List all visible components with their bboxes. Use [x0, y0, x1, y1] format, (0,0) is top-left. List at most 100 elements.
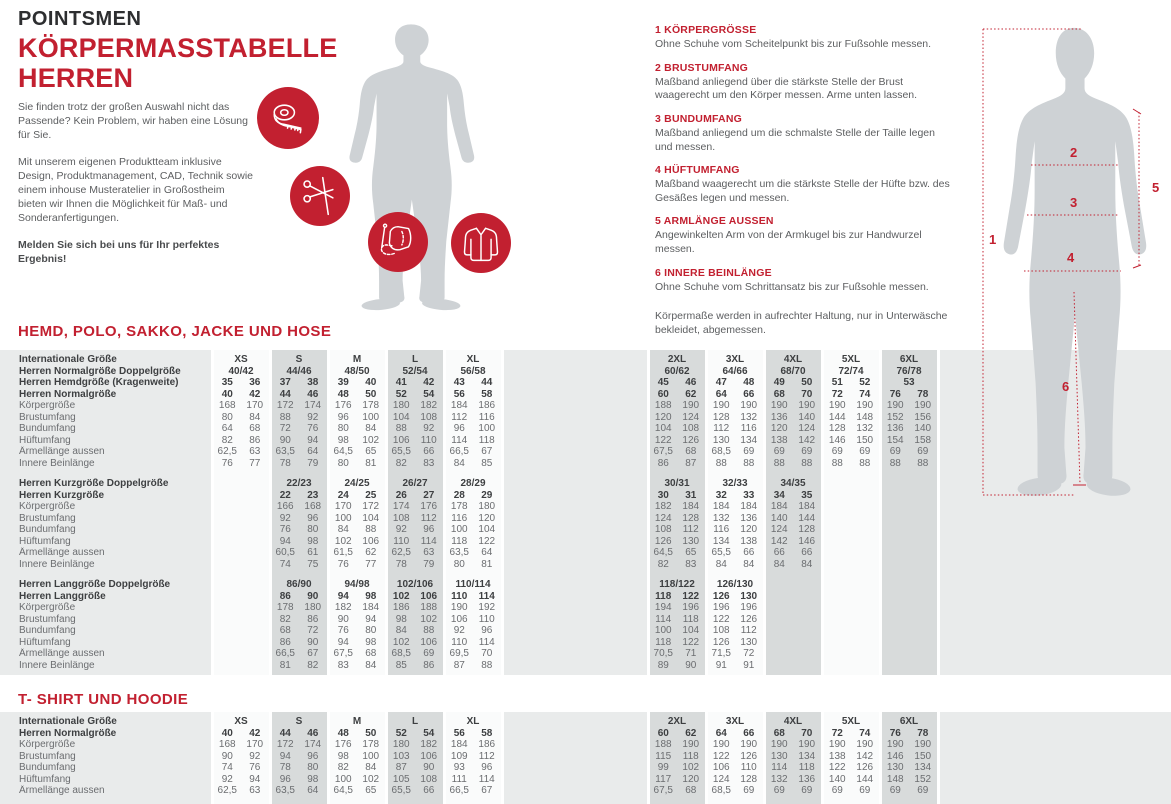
table-cell: 138 — [820, 750, 851, 762]
table-cell — [241, 636, 270, 648]
table-cell: 67,5 — [646, 785, 677, 797]
row-label: Ärmellänge aussen — [0, 547, 212, 559]
table-cell — [473, 570, 502, 579]
table-cell: 124 — [793, 423, 822, 435]
table-cell — [793, 613, 822, 625]
table-cell: 50 — [357, 727, 386, 739]
table-cell — [241, 558, 270, 570]
table-cell: 40 — [210, 727, 241, 739]
table-cell: 66 — [793, 547, 822, 559]
table-cell: 98 — [357, 590, 386, 602]
table-cell: 96 — [473, 625, 502, 637]
table-cell — [326, 350, 357, 354]
table-row: Ärmellänge aussen 62,5 63 63,5 64 64,5 65 65,5 6… — [0, 785, 1171, 797]
table-cell — [762, 590, 793, 602]
table-cell — [415, 469, 444, 478]
table-cell: 86 — [241, 434, 270, 446]
table-cell — [500, 457, 648, 469]
table-cell: 34 — [762, 489, 793, 501]
table-cell: 90 — [299, 590, 328, 602]
table-cell: 178 — [268, 602, 299, 614]
table-cell — [357, 800, 386, 804]
table-cell: 99 — [646, 762, 677, 774]
table-cell: 69 — [793, 446, 822, 458]
table-cell — [936, 501, 1171, 513]
table-cell: 124 — [762, 524, 793, 536]
table-cell: 190 — [677, 400, 706, 412]
table-cell: 60 — [646, 727, 677, 739]
table-cell: 50 — [793, 377, 822, 389]
table-cell — [500, 602, 648, 614]
table-row: Körpergröße 166 168 170 172 174 176 178 180 182 18… — [0, 501, 1171, 513]
table-cell — [210, 501, 241, 513]
table-cell: 190 — [820, 400, 851, 412]
table-cell — [500, 446, 648, 458]
table-cell — [735, 671, 764, 675]
table-cell — [677, 671, 706, 675]
table-cell — [210, 579, 270, 591]
table-cell: 184 — [442, 400, 473, 412]
table-cell — [820, 547, 851, 559]
table-cell: 108 — [415, 411, 444, 423]
table-cell: 67 — [299, 648, 328, 660]
row-label: Innere Beinlänge — [0, 659, 212, 671]
table-cell: 178 — [357, 739, 386, 751]
row-label: Herren Hemdgröße (Kragenweite) — [0, 377, 212, 389]
table-cell — [820, 570, 851, 579]
table-cell — [326, 800, 357, 804]
table-cell: 178 — [442, 501, 473, 513]
table-cell — [677, 800, 706, 804]
table-cell: 148 — [878, 773, 909, 785]
table-cell: 72 — [268, 423, 299, 435]
table-cell — [878, 659, 909, 671]
table-cell — [793, 800, 822, 804]
table-cell — [210, 800, 241, 804]
table-cell: 146 — [820, 434, 851, 446]
table-cell: 158 — [909, 434, 938, 446]
table-cell — [851, 625, 880, 637]
table-cell: 80 — [326, 457, 357, 469]
table-cell: 26 — [384, 489, 415, 501]
table-cell: 46 — [299, 388, 328, 400]
table-cell: 84 — [704, 558, 735, 570]
table-cell: 112 — [677, 524, 706, 536]
table-cell — [473, 671, 502, 675]
table-cell: 88 — [357, 524, 386, 536]
table-cell: 156 — [909, 411, 938, 423]
table-cell: 124 — [677, 411, 706, 423]
table-cell: 46 — [677, 377, 706, 389]
table-cell: 94 — [357, 613, 386, 625]
table-cell — [210, 648, 241, 660]
table-cell: 122 — [677, 636, 706, 648]
table-cell: 68 — [241, 423, 270, 435]
table-cell — [820, 478, 880, 490]
table-cell — [909, 636, 938, 648]
table-cell: 46 — [299, 727, 328, 739]
table-cell — [210, 671, 241, 675]
table-cell: 134 — [793, 750, 822, 762]
table-cell — [299, 671, 328, 675]
table-cell — [851, 501, 880, 513]
table-cell — [473, 800, 502, 804]
table-cell — [241, 535, 270, 547]
table-cell — [704, 800, 735, 804]
table-cell: 92 — [241, 750, 270, 762]
table-cell: 65,5 — [704, 547, 735, 559]
table-cell: 68 — [762, 727, 793, 739]
table-cell — [704, 796, 735, 801]
table-cell: 102 — [357, 773, 386, 785]
table-cell: 61,5 — [326, 547, 357, 559]
table-cell: 190 — [735, 739, 764, 751]
table-cell: 67 — [473, 446, 502, 458]
table-cell — [241, 501, 270, 513]
table-cell: 82 — [268, 613, 299, 625]
table-cell: 118 — [793, 762, 822, 774]
table-cell — [210, 590, 241, 602]
table-cell: 76 — [878, 388, 909, 400]
table-cell: 94 — [268, 535, 299, 547]
table-cell: 150 — [909, 750, 938, 762]
table-cell — [210, 636, 241, 648]
table-cell: 114 — [442, 434, 473, 446]
table-cell — [762, 469, 793, 478]
